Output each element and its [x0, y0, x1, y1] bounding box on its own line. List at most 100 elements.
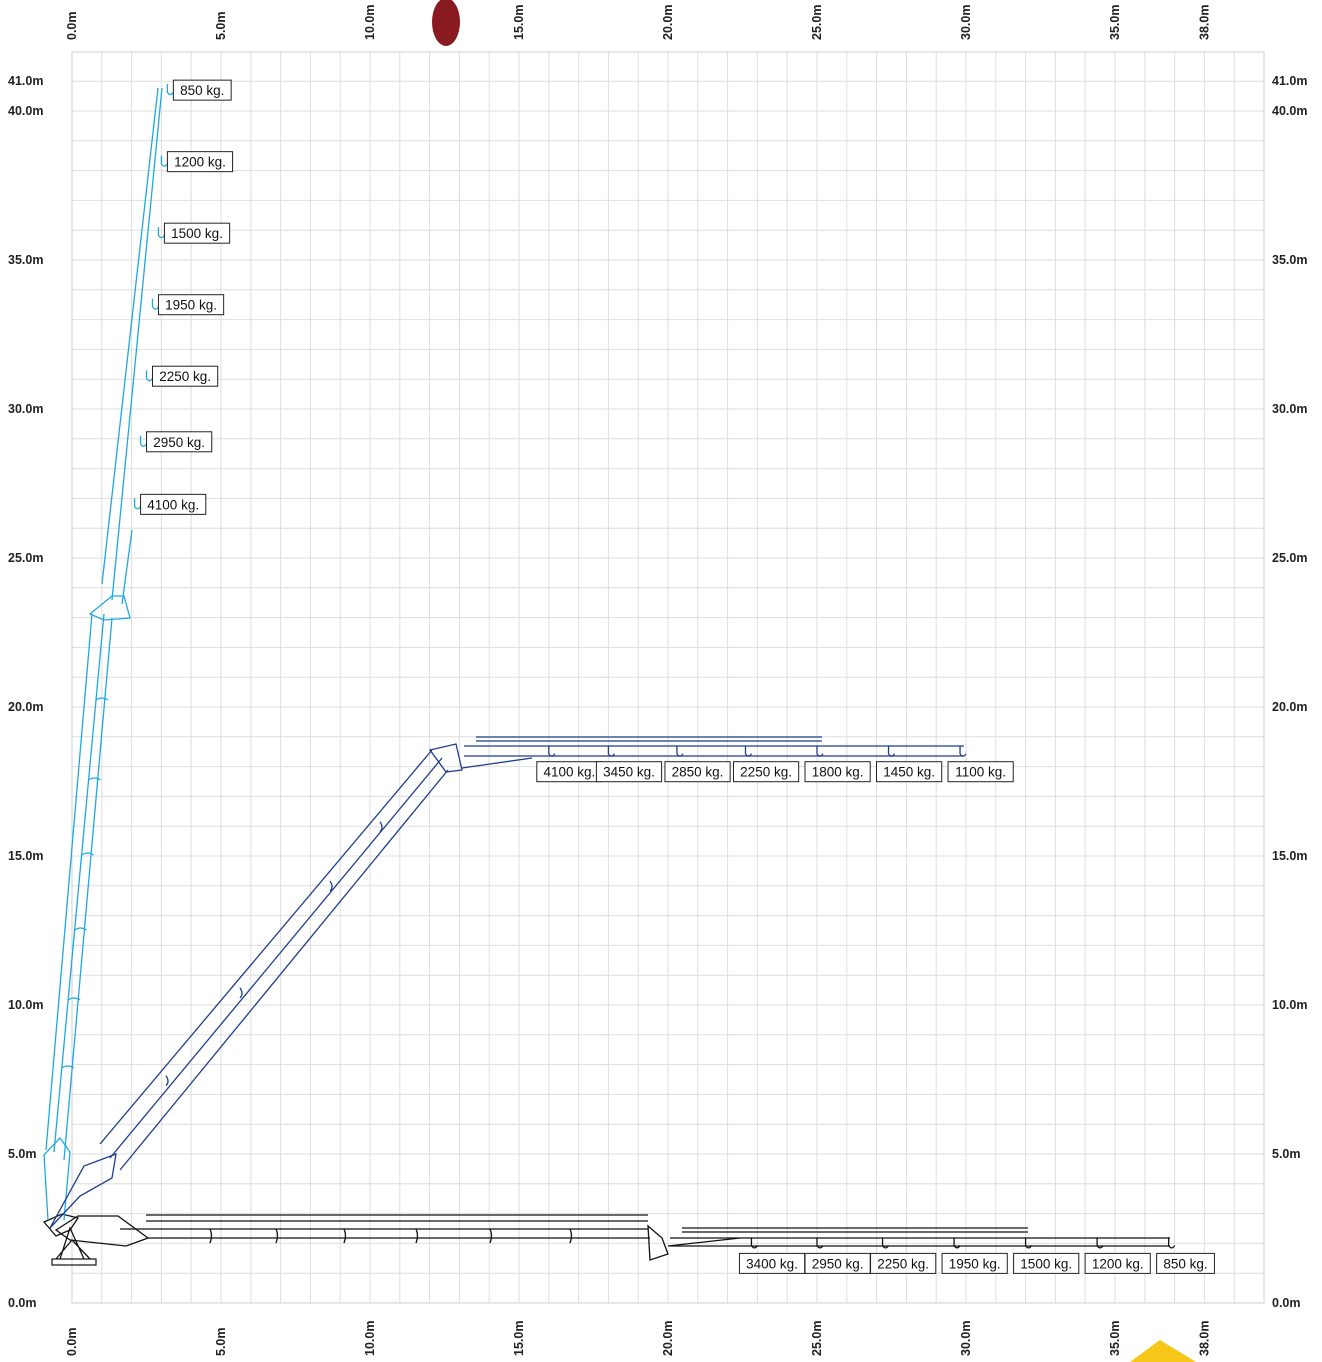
vertical-load-hook: [160, 155, 168, 167]
vertical-extension-line: [121, 529, 133, 605]
vertical-boom-knuckle: [43, 1136, 71, 1221]
bottom-axis-tick-label: 30.0m: [959, 1321, 973, 1356]
inclined-load-label: 3450 kg.: [603, 765, 655, 780]
inclined-load-hook: [744, 745, 753, 757]
horizontal-load-label: 1200 kg.: [1092, 1256, 1144, 1271]
crane-turret: [42, 1213, 80, 1237]
horizontal-load-box: [870, 1252, 937, 1274]
right-axis-tick-label: 15.0m: [1272, 849, 1307, 863]
top-axis-tick-label: 20.0m: [661, 5, 675, 40]
inclined-load-hook: [816, 745, 824, 757]
right-axis-tick-label: 20.0m: [1272, 700, 1307, 714]
right-axis-tick-label: 40.0m: [1272, 104, 1307, 118]
inclined-boom-knuckle: [49, 1152, 117, 1229]
horizontal-load-hook: [1167, 1237, 1176, 1249]
load-labels: 850 kg. 1200 kg. 1500 kg. 1950 kg. 2250 kg. 2…: [133, 79, 1215, 1274]
vertical-load-hook: [145, 370, 154, 382]
bottom-axis-tick-label: 25.0m: [810, 1321, 824, 1356]
inclined-boom: [49, 736, 964, 1229]
grid: [71, 51, 1265, 1304]
vertical-load-box: [146, 431, 213, 453]
horizontal-load-box: [1013, 1252, 1080, 1274]
vertical-load-box: [157, 294, 225, 316]
inclined-load-box: [595, 761, 663, 783]
horizontal-jib-link: [667, 1237, 741, 1247]
left-axis-tick-label: 25.0m: [8, 551, 43, 565]
crane-hook-image: [432, 0, 460, 46]
top-axis-tick-label: 35.0m: [1108, 5, 1122, 40]
horizontal-load-hook: [953, 1237, 961, 1249]
left-axis-tick-label: 30.0m: [8, 402, 43, 416]
inclined-load-label: 1450 kg.: [883, 765, 935, 780]
horizontal-load-label: 1950 kg.: [949, 1256, 1001, 1271]
horizontal-boom-clamp: [569, 1228, 573, 1244]
vertical-main-boom-line: [45, 613, 93, 1151]
left-axis-tick-label: 20.0m: [8, 700, 43, 714]
horizontal-load-label: 2950 kg.: [812, 1256, 864, 1271]
inclined-boom-clamp: [329, 880, 333, 892]
horizontal-load-box: [1156, 1252, 1215, 1274]
vertical-load-box: [152, 365, 219, 387]
inclined-load-label: 2250 kg.: [740, 765, 792, 780]
inclined-load-label: 1800 kg.: [812, 765, 864, 780]
vertical-main-boom-line: [63, 617, 113, 1161]
inclined-jib-link: [461, 757, 533, 769]
left-axis-tick-label: 5.0m: [8, 1147, 37, 1161]
horizontal-boom-head: [647, 1224, 669, 1261]
inclined-load-label: 4100 kg.: [544, 765, 596, 780]
vertical-load-label: 850 kg.: [180, 83, 224, 98]
vertical-boom-clamp: [67, 997, 81, 1001]
horizontal-load-hook: [816, 1237, 824, 1249]
inclined-load-box: [947, 761, 1014, 783]
vertical-boom-clamp: [95, 697, 109, 701]
vertical-boom: [43, 87, 163, 1221]
vertical-main-boom-line: [53, 613, 105, 1153]
horizontal-load-hook: [1024, 1237, 1033, 1249]
vertical-boom-head: [88, 595, 131, 621]
horizontal-load-label: 1500 kg.: [1020, 1256, 1072, 1271]
vertical-load-hook: [151, 298, 160, 310]
left-axis-tick-label: 15.0m: [8, 849, 43, 863]
inclined-boom-clamp: [379, 821, 383, 833]
horizontal-load-hook: [881, 1237, 890, 1249]
vertical-load-label: 1500 kg.: [171, 226, 223, 241]
bottom-axis-tick-label: 20.0m: [661, 1321, 675, 1356]
horizontal-load-hook: [750, 1237, 758, 1249]
inclined-load-box: [876, 761, 943, 783]
axis-labels: 0.0m 5.0m 10.0m 15.0m 20.0m 25.0m 30.0m 35.0m 38…: [8, 5, 1307, 1356]
vertical-loads: 850 kg. 1200 kg. 1500 kg. 1950 kg. 2250 kg. 2…: [133, 79, 234, 515]
inclined-loads: 4100 kg. 3450 kg. 2850 kg. 2250 kg. 1800 kg.…: [536, 745, 1014, 783]
inclined-load-hook: [676, 745, 684, 757]
boom-drawings: [42, 87, 1170, 1266]
horizontal-boom-clamp: [343, 1228, 347, 1244]
top-axis-tick-label: 25.0m: [810, 5, 824, 40]
vertical-load-box: [172, 79, 232, 101]
inclined-load-hook: [959, 745, 967, 757]
vertical-load-hook: [133, 498, 142, 510]
horizontal-load-label: 3400 kg.: [746, 1256, 798, 1271]
right-axis-tick-label: 0.0m: [1272, 1296, 1301, 1310]
inclined-load-hook: [887, 745, 896, 757]
vertical-load-label: 1200 kg.: [174, 155, 226, 170]
vertical-load-box: [163, 222, 231, 244]
inclined-load-hook: [548, 745, 556, 757]
inclined-load-label: 1100 kg.: [955, 765, 1006, 780]
right-axis-tick-label: 5.0m: [1272, 1147, 1301, 1161]
inclined-main-boom-line: [109, 757, 443, 1159]
inclined-load-label: 2850 kg.: [672, 765, 724, 780]
vertical-boom-clamp: [61, 1065, 75, 1069]
vertical-boom-clamp: [81, 852, 94, 856]
inclined-load-box: [664, 761, 731, 783]
vertical-load-label: 4100 kg.: [147, 497, 199, 512]
horizontal-load-hook: [1096, 1237, 1104, 1249]
horizontal-boom-clamp: [275, 1228, 279, 1244]
horizontal-load-label: 2250 kg.: [877, 1256, 929, 1271]
top-axis-tick-label: 5.0m: [214, 12, 228, 41]
right-axis-tick-label: 10.0m: [1272, 998, 1307, 1012]
right-axis-tick-label: 35.0m: [1272, 253, 1307, 267]
right-axis-tick-label: 41.0m: [1272, 74, 1307, 88]
decorations: [432, 0, 1196, 1362]
horizontal-load-box: [941, 1252, 1008, 1274]
vertical-load-hook: [166, 84, 174, 96]
vertical-load-label: 2950 kg.: [153, 435, 205, 450]
